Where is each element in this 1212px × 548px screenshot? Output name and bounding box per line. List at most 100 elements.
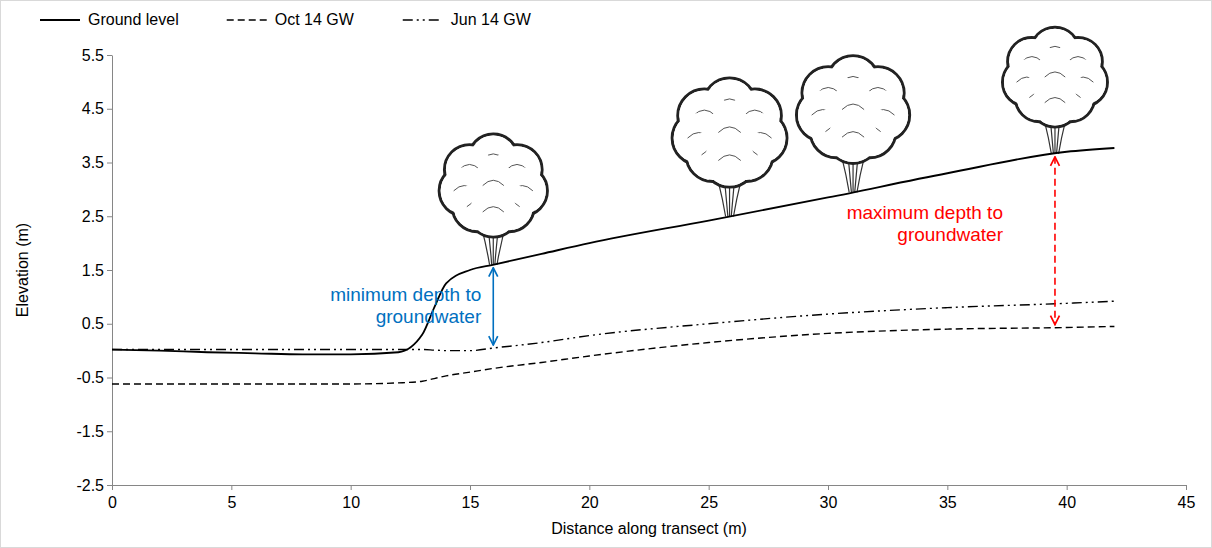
tick: 4.5 [82,100,112,117]
tick: 0.5 [82,315,112,332]
tick-mark [107,431,112,432]
tick-label: 0 [108,494,117,511]
tree-canopy [470,188,517,235]
tick-mark [107,109,112,110]
tick: 5.5 [82,47,112,64]
series-line [112,301,1114,350]
tree [796,56,909,193]
tree-texture [1045,98,1065,103]
tick-label: 3.5 [82,154,104,171]
tick-mark [1186,485,1187,490]
tick-label: 35 [939,494,957,511]
tree-texture [842,132,864,138]
tick-label: -0.5 [76,369,104,386]
tick-label: 2.5 [82,208,104,225]
tick: -1.5 [76,423,112,440]
tick: 1.5 [82,262,112,279]
tick-mark [107,324,112,325]
tick-label: 4.5 [82,100,104,117]
legend-swatch [227,19,267,20]
y-axis: -2.5 -1.5 -0.5 0.5 1.5 2.5 3.5 4.5 5.5 [76,47,112,494]
tree-canopy [1032,80,1078,126]
tick-mark [828,485,829,490]
legend: Ground level Oct 14 GW Jun 14 GW [40,11,532,28]
annotation-text: groundwater [376,306,482,327]
legend-label: Oct 14 GW [275,11,355,28]
tick-label: 20 [581,494,599,511]
tree-canopy [704,135,754,185]
annotation-text: maximum depth to [847,202,1003,223]
tick-mark [107,270,112,271]
tree-texture [718,127,740,133]
annotation-arrow [492,268,494,345]
tick: -2.5 [76,477,112,494]
annotation-arrow [1054,157,1056,325]
tick: 30 [820,485,838,511]
tick: -0.5 [76,369,112,386]
tick-mark [107,378,112,379]
tick-mark [589,485,590,490]
tick-label: 15 [462,494,480,511]
tick-mark [107,55,112,56]
tick: 5 [227,485,236,511]
tick: 25 [700,485,718,511]
tree-canopy [828,112,877,161]
plot-area [112,148,1114,384]
tick-mark [709,485,710,490]
series-line [112,326,1114,384]
tick: 3.5 [82,154,112,171]
tick-label: 5 [227,494,236,511]
chart-frame [1,1,1212,548]
tree-texture [1045,72,1065,77]
tick-mark [107,485,112,486]
y-axis-title: Elevation (m) [14,223,31,317]
tick: 0 [108,485,117,511]
tick: 45 [1178,485,1196,511]
tick-mark [1067,485,1068,490]
tick-label: 40 [1058,494,1076,511]
tree-texture [483,207,504,212]
tick-mark [107,216,112,217]
tick-label: -2.5 [76,477,104,494]
tick-label: 25 [700,494,718,511]
tick-mark [231,485,232,490]
tick-mark [112,485,113,490]
x-axis-title: Distance along transect (m) [551,520,747,537]
annotation-text: groundwater [897,224,1003,245]
tick-label: -1.5 [76,423,104,440]
legend-swatch [40,19,80,21]
legend-swatch [403,19,443,20]
axis-line [112,56,113,486]
tick-mark [351,485,352,490]
chart: -2.5 -1.5 -0.5 0.5 1.5 2.5 3.5 4.5 5.5 0 5 10 15 20 25… [0,0,1212,548]
series-line [112,148,1114,354]
tick: 10 [342,485,360,511]
annotations: minimum depth togroundwatermaximum depth… [330,157,1055,345]
tick: 40 [1058,485,1076,511]
tick-mark [107,163,112,164]
tick-label: 10 [342,494,360,511]
x-axis: 0 5 10 15 20 25 30 35 40 45 [108,485,1195,511]
tick: 15 [462,485,480,511]
tick: 20 [581,485,599,511]
annotation-text: minimum depth to [330,284,481,305]
tree-texture [718,155,740,161]
tick-label: 5.5 [82,47,104,64]
tick-label: 30 [820,494,838,511]
trees [439,27,1107,265]
tick-mark [947,485,948,490]
tree-texture [483,180,504,185]
legend-label: Jun 14 GW [451,11,532,28]
axis-line [113,485,1187,486]
tick-mark [470,485,471,490]
tick-label: 45 [1178,494,1196,511]
tick-label: 1.5 [82,262,104,279]
tick: 2.5 [82,208,112,225]
tree-texture [842,104,864,110]
tick: 35 [939,485,957,511]
legend-label: Ground level [88,11,179,28]
tick-label: 0.5 [82,315,104,332]
tree [439,134,547,265]
tree [1002,27,1107,154]
tree [672,78,787,217]
